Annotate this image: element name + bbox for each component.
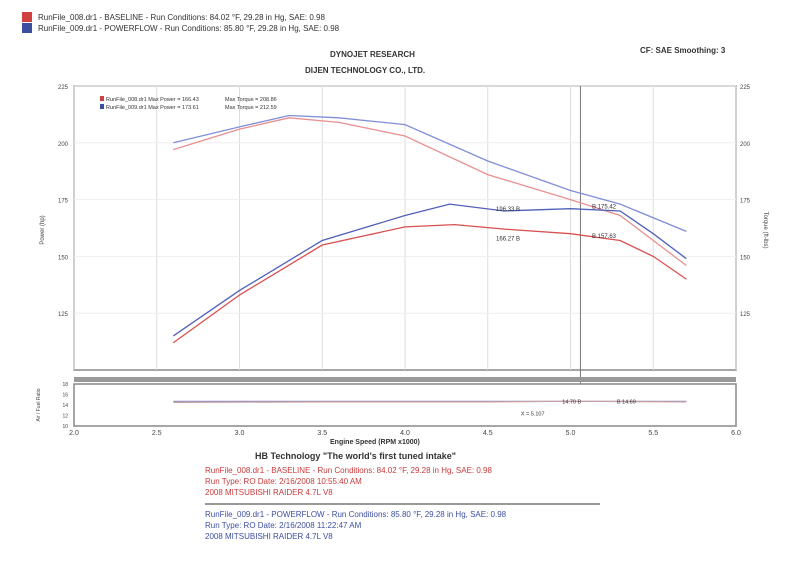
x-tick-label: 5.0 (566, 430, 576, 437)
x-tick-label: 2.5 (152, 430, 162, 437)
y2-tick-label: 175 (740, 199, 751, 205)
y-axis-label: Power (hp) (40, 215, 46, 244)
afr-y-tick-label: 16 (62, 393, 68, 399)
legend-swatch (100, 96, 104, 101)
y2-axis-label: Torque (ft-lbs) (762, 211, 768, 248)
footer-run1-line2: Run Type: RO Date: 2/16/2008 10:55:40 AM (205, 477, 362, 486)
power-curve (172, 223, 687, 344)
chart-title-2: DIJEN TECHNOLOGY CO., LTD. (305, 66, 426, 75)
afr-y-tick-label: 12 (62, 414, 68, 420)
afr-value-label: B 14.69 (617, 399, 636, 405)
header-run-1: RunFile_008.dr1 - BASELINE - Run Conditi… (38, 13, 325, 22)
chart-title-1: DYNOJET RESEARCH (330, 50, 415, 59)
afr-plot-frame (73, 383, 737, 427)
panel-separator (74, 377, 736, 382)
legend-swatch (100, 104, 104, 109)
y-tick-label: 175 (58, 199, 69, 205)
x-tick-label: 2.0 (69, 430, 79, 437)
cursor-value-label: 166.27 B (496, 236, 520, 242)
footer-run1-line1: RunFile_008.dr1 - BASELINE - Run Conditi… (205, 466, 492, 475)
footer-divider (205, 503, 600, 505)
footer-run2-line2: Run Type: RO Date: 2/16/2008 11:22:47 AM (205, 521, 362, 530)
x-tick-label: 4.5 (483, 430, 493, 437)
footer-title: HB Technology "The world's first tuned i… (255, 451, 457, 461)
legend-entry: RunFile_009.dr1 Max Power = 173.61 (106, 105, 199, 111)
legend-torque: Max Torque = 212.59 (225, 105, 277, 111)
footer-run2-line3: 2008 MITSUBISHI RAIDER 4.7L V8 (205, 532, 333, 541)
afr-y-tick-label: 18 (62, 382, 68, 388)
y-tick-label: 225 (58, 85, 69, 91)
torque-curve (173, 114, 687, 233)
afr-value-label: X = 5.107 (521, 411, 545, 417)
x-tick-label: 6.0 (731, 430, 741, 437)
legend-entry: RunFile_008.dr1 Max Power = 166.43 (106, 97, 199, 103)
y2-tick-label: 125 (740, 312, 751, 318)
y2-tick-label: 150 (740, 255, 751, 261)
settings-label: CF: SAE Smoothing: 3 (640, 46, 726, 55)
run-swatch-blue (22, 23, 32, 33)
afr-y-tick-label: 14 (62, 403, 68, 409)
header-run-2: RunFile_009.dr1 - POWERFLOW - Run Condit… (38, 24, 340, 33)
x-tick-label: 4.0 (400, 430, 410, 437)
y2-tick-label: 225 (740, 85, 751, 91)
y-tick-label: 125 (58, 312, 69, 318)
afr-curve (173, 400, 687, 403)
afr-y-tick-label: 10 (62, 424, 68, 430)
cursor-value-label: B 157.63 (592, 234, 617, 240)
footer-run1-line3: 2008 MITSUBISHI RAIDER 4.7L V8 (205, 488, 333, 497)
cursor-value-label: B 175.42 (592, 205, 617, 211)
y-tick-label: 150 (58, 255, 69, 261)
legend-torque: Max Torque = 208.86 (225, 97, 277, 103)
afr-value-label: 14.70 B (562, 399, 581, 405)
footer-run2-line1: RunFile_009.dr1 - POWERFLOW - Run Condit… (205, 510, 507, 519)
y2-tick-label: 200 (740, 142, 751, 148)
x-tick-label: 3.0 (235, 430, 245, 437)
power-curve (172, 203, 687, 337)
cursor-value-label: 196.33 B (496, 207, 520, 213)
x-axis-label: Engine Speed (RPM x1000) (330, 439, 420, 446)
y-tick-label: 200 (58, 142, 69, 148)
run-swatch-red (22, 12, 32, 22)
afr-axis-label: Air / Fuel Ratio (36, 388, 42, 421)
x-tick-label: 3.5 (317, 430, 327, 437)
x-tick-label: 5.5 (648, 430, 658, 437)
